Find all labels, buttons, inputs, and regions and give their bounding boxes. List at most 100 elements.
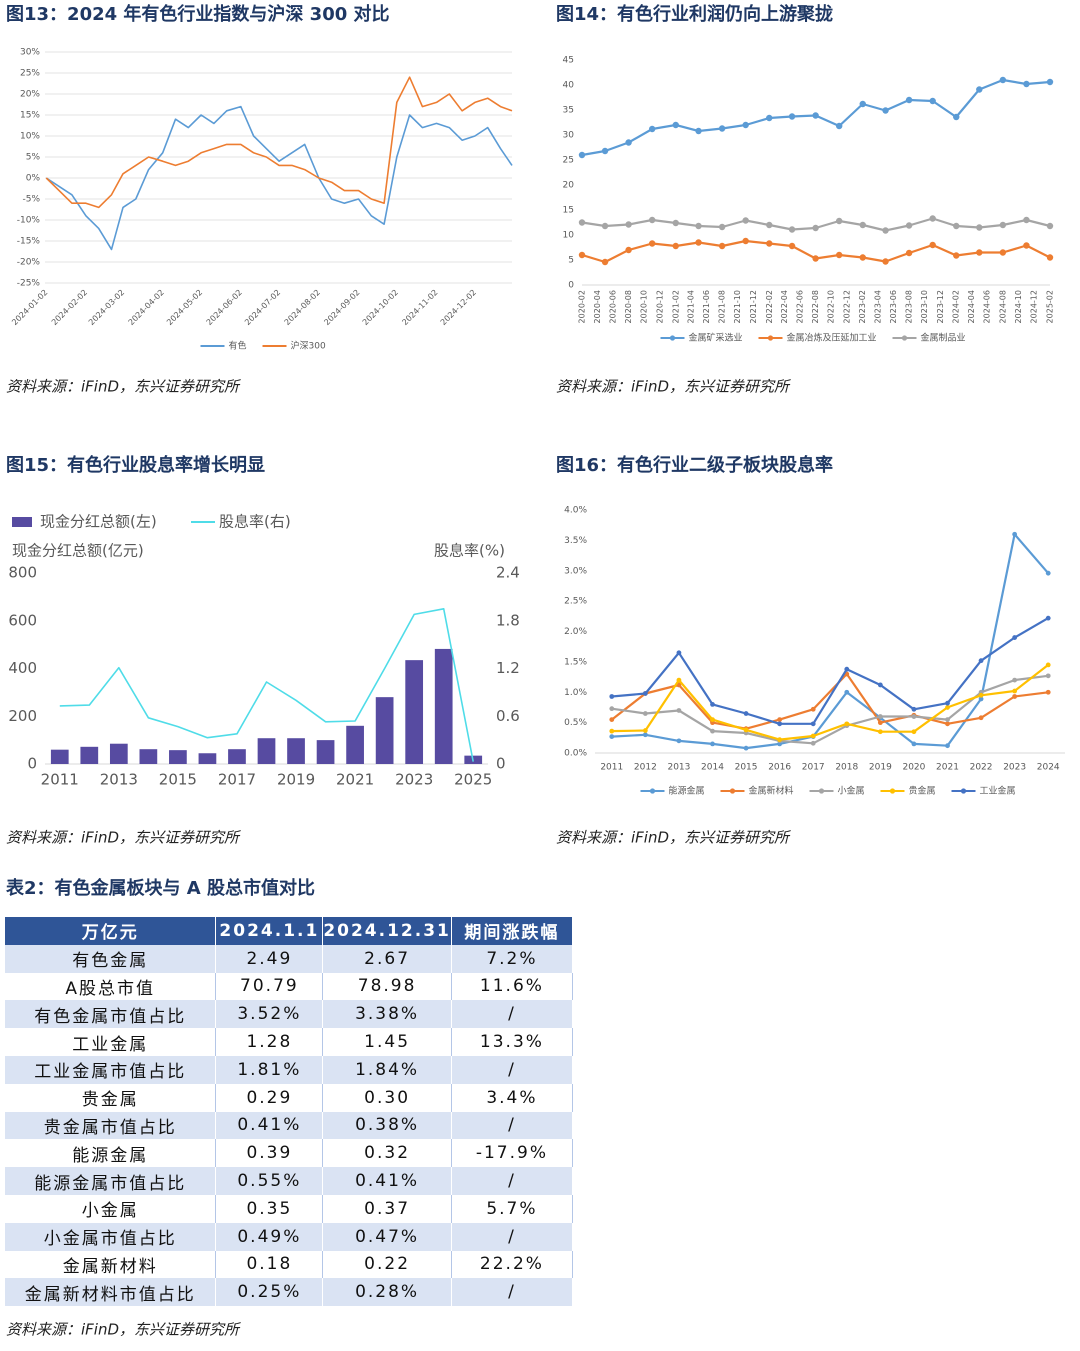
y2-axis-title: 股息率(%) [434,542,505,560]
point-marker [1023,216,1030,224]
y2-tick-label: 2.4 [496,564,520,582]
x-tick-label: 2023-10 [920,290,929,323]
point-marker [777,721,783,727]
table-row: 小金属市值占比 0.49% 0.47% / [5,1222,574,1251]
y-tick-label: 35 [563,106,574,116]
point-marker [882,227,889,234]
table-row: A股总市值 70.79 78.98 11.6% [5,972,574,1001]
table-cell: 7.2% [451,944,574,973]
x-tick-label: 2020-04 [593,290,602,323]
y2-tick-label: 0 [496,755,506,773]
point-marker [1045,673,1051,679]
x-tick-label: 2021-06 [702,290,711,323]
table-cell: 有色金属市值占比 [5,1000,217,1029]
point-marker [788,226,796,233]
table-cell: 0.37 [322,1194,452,1223]
point-marker [945,717,950,722]
table-row: 贵金属 0.29 0.30 3.4% [5,1083,574,1112]
point-marker [601,222,609,230]
point-marker [695,127,702,135]
point-marker [976,86,983,93]
header-cell: 万亿元 [5,917,217,945]
legend-label: 工业金属 [980,785,1016,797]
y-tick-label: -20% [17,258,41,268]
y-tick-label: 15% [20,111,40,121]
x-tick-label: 2024 [1037,763,1060,773]
bar [375,697,394,764]
legend-label: 金属制品业 [921,332,966,344]
x-tick-label: 2023-12 [936,290,945,323]
point-marker [810,706,816,712]
y-tick-label: 10% [20,132,40,142]
table-cell: 工业金属 [5,1028,217,1056]
x-tick-label: 2024-06 [983,290,992,323]
bar [80,746,99,764]
y-tick-label: 30 [563,131,575,141]
point-marker [978,692,984,698]
series-line [611,617,1049,725]
point-marker [1046,78,1054,86]
point-marker [812,255,819,262]
x-tick-label: 2022 [970,763,993,773]
series-line [611,664,1049,741]
point-marker [877,682,883,688]
bar [50,749,69,764]
point-marker [742,237,749,245]
point-marker [672,242,679,250]
point-marker [642,732,648,738]
table-cell: 1.81% [215,1055,324,1084]
x-tick-label: 2024-05-02 [165,288,204,327]
y-tick-label: 1.0% [564,688,587,698]
table-row: 工业金属市值占比 1.81% 1.84% / [5,1055,574,1084]
bar [139,749,158,764]
x-tick-label: 2023-06 [889,290,898,323]
point-marker [905,249,913,257]
x-tick-label: 2024-02-02 [50,288,89,327]
x-tick-label: 2023-04 [873,290,882,323]
point-marker [1045,689,1051,695]
x-tick-label: 2024-07-02 [243,288,282,327]
point-marker [742,121,749,129]
point-marker [812,224,819,232]
figure-caption: 图13：2024 年有色行业指数与沪深 300 对比 [6,3,390,25]
point-marker [710,728,715,734]
figure-caption: 图16：有色行业二级子板块股息率 [556,454,833,476]
point-marker [911,741,917,747]
point-marker [859,254,866,261]
x-tick-label: 2023 [1003,763,1026,773]
x-tick-label: 2021-04 [686,290,695,323]
x-tick-label: 2020-10 [640,290,649,323]
point-marker [625,221,632,228]
x-tick-label: 2020 [902,763,925,773]
table-cell: 0.38% [322,1111,452,1140]
point-marker [976,224,983,231]
x-tick-label: 2022-12 [842,290,851,323]
table-row: 小金属 0.35 0.37 5.7% [5,1194,574,1223]
point-marker [642,691,648,696]
x-tick-label: 2024-11-02 [400,288,439,327]
y-tick-label: 200 [8,707,37,725]
bar [434,648,453,764]
y-tick-label: 4.0% [564,506,587,516]
point-marker [911,706,917,712]
point-marker [1012,688,1018,694]
x-tick-label: 2024-09-02 [322,288,361,327]
table-cell: 0.28% [322,1278,452,1307]
legend-label: 金属新材料 [749,785,794,797]
legend-label: 金属冶炼及压延加工业 [787,332,877,344]
y2-tick-label: 1.8 [496,611,520,629]
source-note: 资料来源：iFinD，东兴证券研究所 [6,1321,241,1339]
series-line [611,533,1050,750]
x-tick-label: 2020-06 [608,290,617,323]
x-tick-label: 2021 [936,763,959,773]
legend-marker [901,335,908,341]
table-row: 有色金属 2.49 2.67 7.2% [5,944,574,973]
x-tick-label: 2023 [395,771,433,789]
x-tick-label: 2024-04 [967,290,976,323]
bar [346,725,364,764]
table-cell: 0.35 [215,1194,324,1223]
x-tick-label: 2023-02 [858,290,867,323]
table-cell: 金属新材料 [5,1250,217,1279]
table-cell: 70.79 [215,972,324,1001]
